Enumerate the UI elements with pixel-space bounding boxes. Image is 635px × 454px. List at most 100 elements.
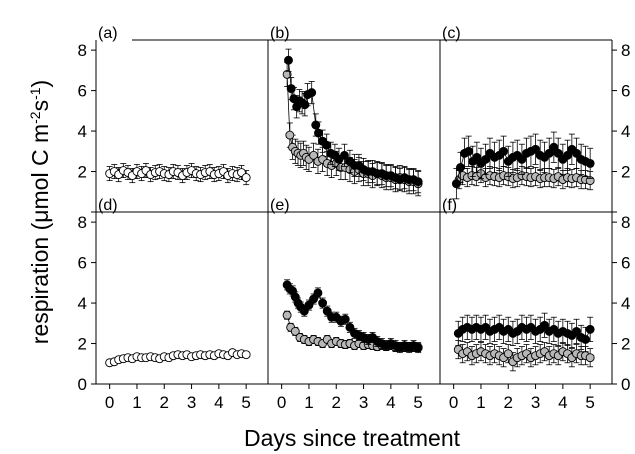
x-tick-label: 1 bbox=[476, 393, 485, 412]
data-point bbox=[413, 177, 423, 187]
x-tick-label: 4 bbox=[214, 393, 223, 412]
y-tick-label-right: 8 bbox=[621, 213, 630, 232]
x-tick-label: 3 bbox=[359, 393, 368, 412]
panel-label: (e) bbox=[270, 197, 290, 214]
y-tick-label-right: 2 bbox=[621, 163, 630, 182]
series-1 bbox=[284, 48, 423, 194]
series-0 bbox=[453, 340, 595, 372]
series-1 bbox=[451, 131, 595, 200]
panel-label: (b) bbox=[270, 25, 290, 42]
y-tick-label-right: 6 bbox=[621, 82, 630, 101]
data-point bbox=[309, 150, 319, 160]
data-point bbox=[309, 294, 319, 304]
data-point bbox=[517, 154, 527, 164]
data-point bbox=[299, 306, 309, 316]
data-point bbox=[282, 69, 292, 79]
panel-label: (a) bbox=[98, 25, 118, 42]
data-point bbox=[585, 353, 595, 363]
data-point bbox=[456, 163, 465, 172]
x-tick-label: 1 bbox=[132, 393, 141, 412]
x-tick-label: 0 bbox=[277, 393, 286, 412]
data-point bbox=[286, 84, 296, 94]
y-tick-label: 8 bbox=[78, 213, 87, 232]
x-tick-label: 5 bbox=[413, 393, 422, 412]
data-point bbox=[284, 55, 293, 65]
data-point bbox=[544, 148, 554, 158]
data-point bbox=[413, 343, 423, 353]
data-point bbox=[451, 179, 461, 189]
data-point bbox=[318, 298, 328, 308]
series-0 bbox=[105, 348, 251, 368]
data-point bbox=[531, 144, 541, 154]
data-point bbox=[549, 142, 559, 152]
x-tick-label: 2 bbox=[332, 393, 341, 412]
x-tick-label: 0 bbox=[105, 393, 114, 412]
y-tick-label: 0 bbox=[78, 375, 87, 394]
series-0 bbox=[105, 163, 251, 186]
x-tick-label: 2 bbox=[160, 393, 169, 412]
series-1 bbox=[282, 279, 423, 354]
data-point bbox=[472, 152, 482, 162]
axes-layer: 2 24 46 68 82 24 46 68 80 00 1 2 3 4 5 0 1 2 3 4 5 0 1 2 3 4 5 bbox=[78, 39, 631, 412]
data-point bbox=[572, 148, 581, 158]
data-point bbox=[339, 150, 349, 160]
panel-e: (e) bbox=[270, 197, 423, 354]
y-tick-label: 2 bbox=[78, 163, 87, 182]
data-point bbox=[340, 314, 350, 324]
data-point bbox=[563, 150, 572, 160]
data-point bbox=[241, 173, 251, 183]
series-1 bbox=[453, 312, 595, 353]
tick-labels: 2 24 46 68 82 24 46 68 80 00 1 2 3 4 5 0 1 2 3 4 5 0 1 2 3 4 5 bbox=[78, 41, 631, 412]
data-point bbox=[540, 320, 550, 330]
x-tick-label: 3 bbox=[531, 393, 540, 412]
y-tick-label: 4 bbox=[78, 294, 87, 313]
data-point bbox=[481, 154, 491, 164]
y-tick-label: 2 bbox=[78, 335, 87, 354]
y-tick-label: 6 bbox=[78, 82, 87, 101]
x-tick-label: 4 bbox=[386, 393, 395, 412]
data-point bbox=[503, 349, 513, 359]
panels-group: (a) (b) (c) (d) (e) (f) bbox=[98, 25, 595, 372]
data-point bbox=[313, 288, 323, 298]
y-tick-label-right: 4 bbox=[621, 294, 630, 313]
data-point bbox=[499, 146, 509, 156]
panel-b: (b) bbox=[270, 25, 423, 197]
x-tick-label: 4 bbox=[558, 393, 567, 412]
data-point bbox=[314, 128, 323, 138]
panel-c: (c) bbox=[442, 25, 595, 200]
x-tick-label: 5 bbox=[585, 393, 594, 412]
data-point bbox=[585, 324, 595, 334]
y-tick-label: 4 bbox=[78, 122, 87, 141]
data-point bbox=[290, 326, 300, 336]
panel-label: (d) bbox=[98, 197, 118, 214]
data-point bbox=[345, 322, 355, 332]
y-tick-label-right: 8 bbox=[621, 41, 630, 60]
data-point bbox=[322, 140, 332, 150]
x-tick-label: 5 bbox=[241, 393, 250, 412]
panel-a: (a) bbox=[98, 25, 251, 186]
y-tick-label: 6 bbox=[78, 254, 87, 273]
x-tick-label: 3 bbox=[187, 393, 196, 412]
x-axis-title: Days since treatment bbox=[244, 425, 461, 451]
tick-marks bbox=[91, 49, 617, 389]
x-tick-label: 1 bbox=[304, 393, 313, 412]
panel-d: (d) bbox=[98, 197, 251, 368]
panel-label: (c) bbox=[442, 25, 461, 42]
data-point bbox=[285, 130, 295, 140]
data-point bbox=[241, 350, 251, 360]
data-point bbox=[581, 335, 590, 344]
data-point bbox=[307, 88, 317, 98]
data-point bbox=[304, 300, 314, 310]
data-point bbox=[311, 120, 321, 130]
y-axis-title: respiration (μmol C m-2s-1) bbox=[27, 80, 53, 344]
data-point bbox=[585, 158, 595, 168]
x-tick-label: 2 bbox=[504, 393, 513, 412]
data-point bbox=[464, 146, 474, 156]
data-point bbox=[322, 306, 332, 316]
data-point bbox=[553, 148, 563, 158]
data-point bbox=[282, 310, 292, 320]
y-tick-label-right: 6 bbox=[621, 254, 630, 273]
panel-f: (f) bbox=[442, 197, 595, 372]
y-tick-label-right: 4 bbox=[621, 122, 630, 141]
